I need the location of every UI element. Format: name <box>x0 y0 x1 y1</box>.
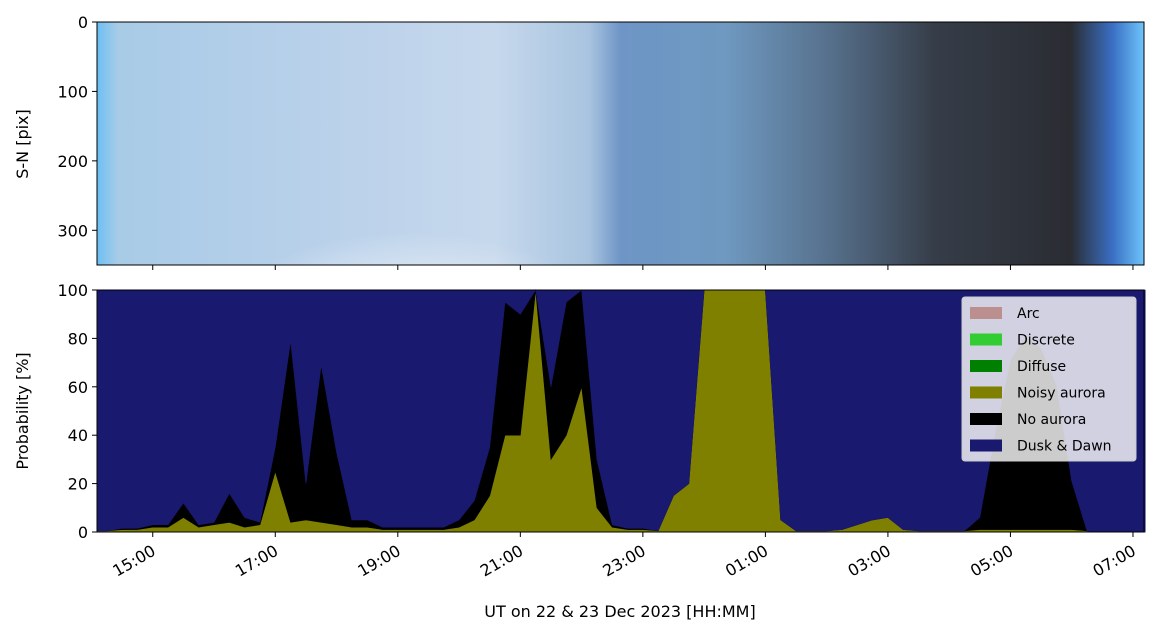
legend-swatch <box>970 413 1002 425</box>
legend-label: Dusk & Dawn <box>1017 439 1112 455</box>
x-tick-label: 07:00 <box>1090 541 1139 581</box>
legend-label: Discrete <box>1017 333 1075 349</box>
x-tick-label: 01:00 <box>722 541 771 581</box>
x-tick-label: 23:00 <box>599 541 648 581</box>
axes-frame <box>96 289 1145 533</box>
y-tick-label: 100 <box>57 82 88 101</box>
x-tick-label: 15:00 <box>109 541 158 581</box>
legend-box <box>961 296 1137 462</box>
legend-swatch <box>970 360 1002 372</box>
y-axis-label: S-N [pix] <box>13 109 32 179</box>
legend-swatch <box>970 307 1002 319</box>
y-tick-label: 200 <box>57 152 88 171</box>
legend-swatch <box>970 386 1002 399</box>
y-tick-label: 40 <box>68 426 88 445</box>
axes-frame <box>96 21 1145 266</box>
legend-label: Noisy aurora <box>1017 386 1106 402</box>
legend-swatch <box>970 439 1002 452</box>
x-tick-label: 05:00 <box>967 541 1016 581</box>
y-tick-label: 100 <box>57 281 88 300</box>
x-tick-label: 17:00 <box>232 541 281 581</box>
y-tick-label: 20 <box>68 475 88 494</box>
legend-label: Arc <box>1017 306 1040 322</box>
x-tick-label: 21:00 <box>477 541 526 581</box>
probability-panel <box>96 289 1146 533</box>
y-axis-label: Probability [%] <box>13 352 32 469</box>
y-tick-label: 80 <box>68 329 88 348</box>
y-tick-label: 0 <box>78 13 88 32</box>
y-tick-label: 0 <box>78 523 88 542</box>
x-tick-label: 19:00 <box>354 541 403 581</box>
legend-label: Diffuse <box>1017 359 1066 375</box>
x-axis-label: UT on 22 & 23 Dec 2023 [HH:MM] <box>484 602 755 621</box>
y-tick-label: 60 <box>68 378 88 397</box>
y-tick-label: 300 <box>57 221 88 240</box>
legend-swatch <box>970 333 1002 346</box>
legend-label: No aurora <box>1017 412 1086 428</box>
x-tick-label: 03:00 <box>844 541 893 581</box>
